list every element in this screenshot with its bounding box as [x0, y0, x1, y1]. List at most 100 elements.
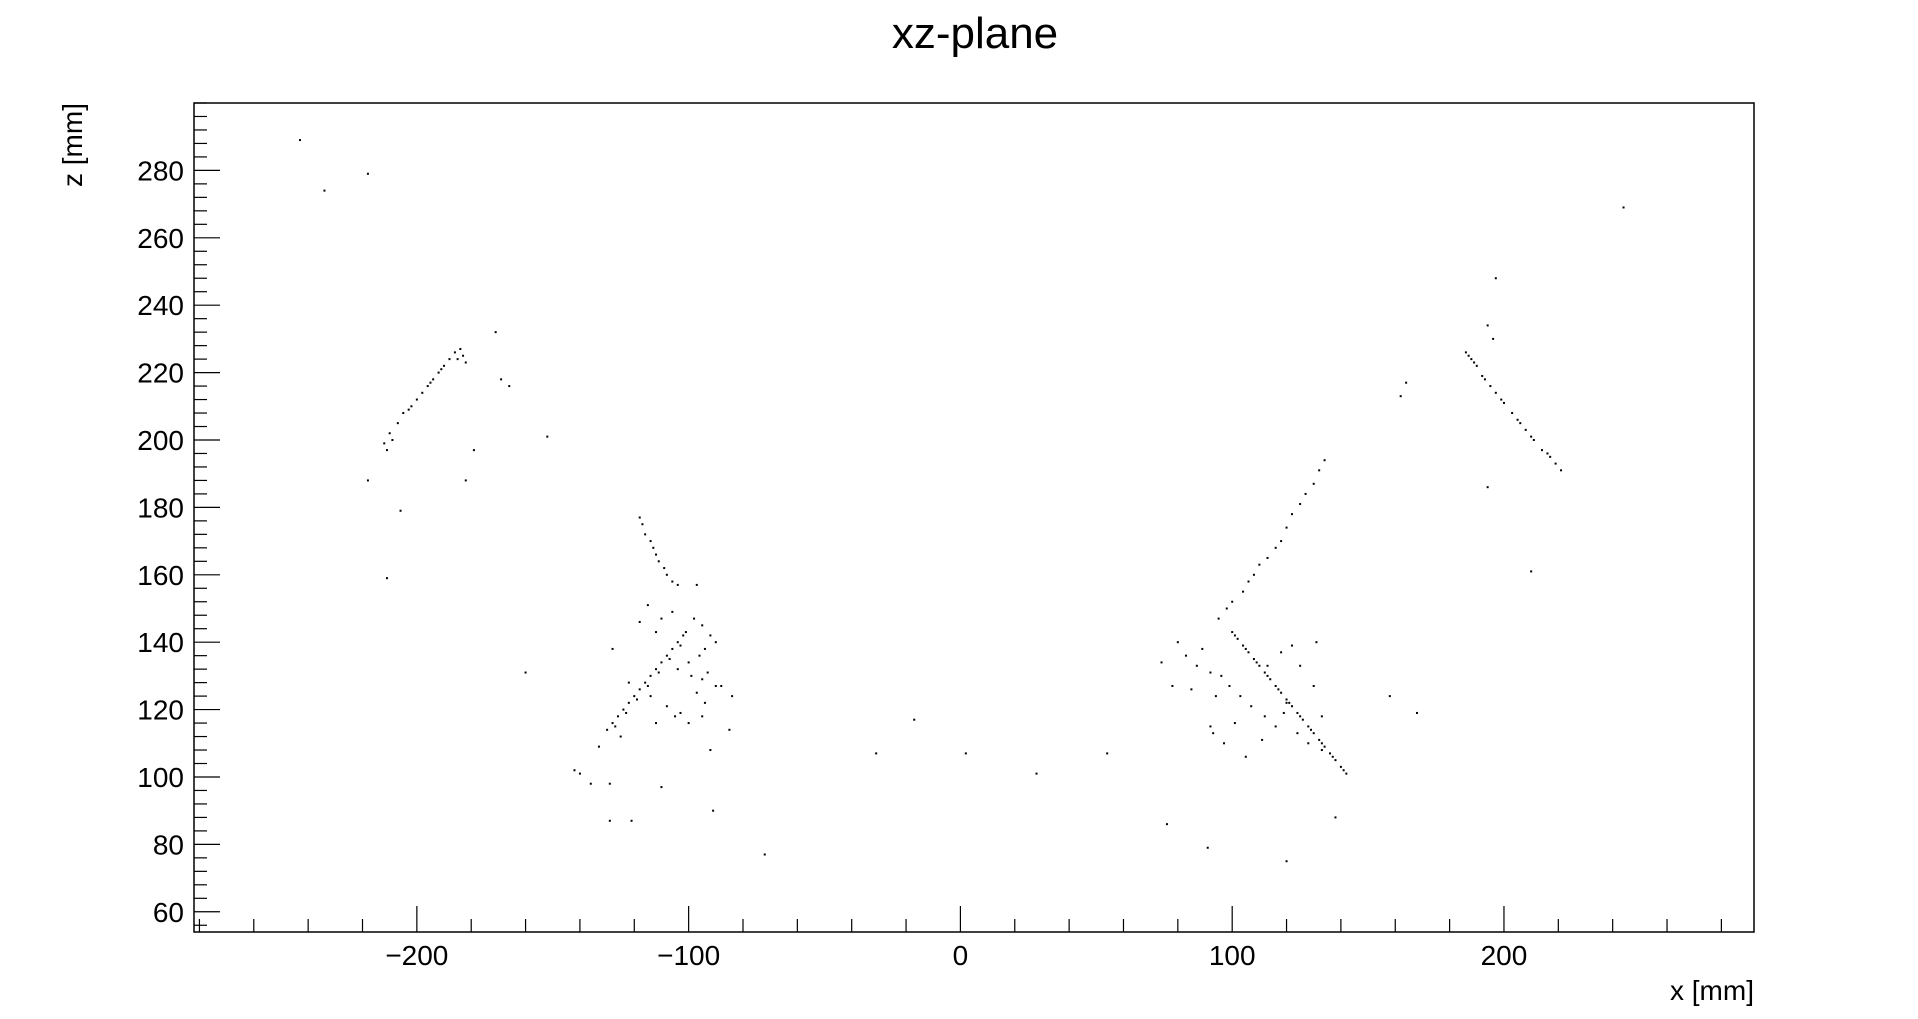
data-point [410, 405, 413, 408]
data-point [671, 647, 674, 650]
data-point [682, 634, 685, 637]
data-point [1280, 540, 1283, 543]
data-point [641, 523, 644, 526]
data-point [1494, 391, 1497, 394]
data-point [1201, 647, 1204, 650]
data-point [703, 647, 706, 650]
data-point [1258, 664, 1261, 667]
data-point [443, 364, 446, 367]
data-point [1516, 418, 1519, 421]
data-point [706, 671, 709, 674]
data-point [709, 634, 712, 637]
data-point [1320, 715, 1323, 718]
x-tick-label: 0 [953, 940, 969, 971]
data-point [964, 752, 967, 755]
data-point [1214, 695, 1217, 698]
data-point [655, 722, 658, 725]
data-point [546, 435, 549, 438]
data-point [1165, 823, 1168, 826]
data-point [429, 381, 432, 384]
data-point [728, 728, 731, 731]
data-point [415, 398, 418, 401]
data-point [674, 715, 677, 718]
data-point [383, 442, 386, 445]
data-point [701, 715, 704, 718]
data-point [646, 684, 649, 687]
data-point [1299, 503, 1302, 506]
data-points [298, 139, 1625, 863]
data-point [1242, 644, 1245, 647]
data-point [1554, 462, 1557, 465]
data-point [655, 668, 658, 671]
data-point [660, 617, 663, 620]
x-axis: −200 −100 0 100 200 [385, 940, 1527, 971]
data-point [366, 479, 369, 482]
data-point [1301, 718, 1304, 721]
data-point [589, 782, 592, 785]
data-point [1285, 526, 1288, 529]
data-point [1171, 684, 1174, 687]
data-point [1285, 860, 1288, 863]
data-point [1494, 277, 1497, 280]
data-point [578, 772, 581, 775]
data-point [1312, 732, 1315, 735]
data-point [1307, 742, 1310, 745]
data-point [709, 749, 712, 752]
data-point [440, 368, 443, 371]
data-point [1483, 378, 1486, 381]
data-point [1220, 674, 1223, 677]
data-point [399, 509, 402, 512]
data-point [695, 691, 698, 694]
data-point [1622, 206, 1625, 209]
data-point [1329, 752, 1332, 755]
data-point [1541, 449, 1544, 452]
data-point [1519, 422, 1522, 425]
data-point [622, 708, 625, 711]
data-point [494, 331, 497, 334]
data-point [1231, 631, 1234, 634]
data-point [1405, 381, 1408, 384]
data-point [1312, 684, 1315, 687]
data-point [432, 378, 435, 381]
data-point [638, 516, 641, 519]
data-point [1473, 361, 1476, 364]
data-point [616, 715, 619, 718]
data-point [608, 819, 611, 822]
data-point [1244, 755, 1247, 758]
data-point [1312, 482, 1315, 485]
data-point [701, 624, 704, 627]
data-point [402, 412, 405, 415]
data-point [644, 533, 647, 536]
y-tick-label: 200 [137, 425, 184, 456]
data-point [714, 641, 717, 644]
data-point [1176, 641, 1179, 644]
data-point [448, 358, 451, 361]
data-point [1320, 749, 1323, 752]
data-point [1500, 398, 1503, 401]
data-point [614, 725, 617, 728]
y-tick-label: 140 [137, 627, 184, 658]
data-point [1530, 570, 1533, 573]
data-point [1244, 647, 1247, 650]
y-tick-label: 120 [137, 695, 184, 726]
data-point [676, 583, 679, 586]
data-point [407, 408, 410, 411]
data-point [638, 688, 641, 691]
y-axis: 60 80 100 120 140 160 180 200 220 240 260 280 [137, 155, 184, 927]
data-point [1236, 637, 1239, 640]
data-point [1242, 590, 1245, 593]
data-point [1035, 772, 1038, 775]
data-point [1228, 684, 1231, 687]
data-point [1285, 698, 1288, 701]
data-point [459, 348, 462, 351]
data-point [646, 604, 649, 607]
data-point [1399, 395, 1402, 398]
data-point [1247, 580, 1250, 583]
data-point [1206, 846, 1209, 849]
data-point [1266, 556, 1269, 559]
data-point [1296, 732, 1299, 735]
data-point [1320, 742, 1323, 745]
data-point [1212, 732, 1215, 735]
y-tick-label: 80 [153, 829, 184, 860]
data-point [693, 617, 696, 620]
